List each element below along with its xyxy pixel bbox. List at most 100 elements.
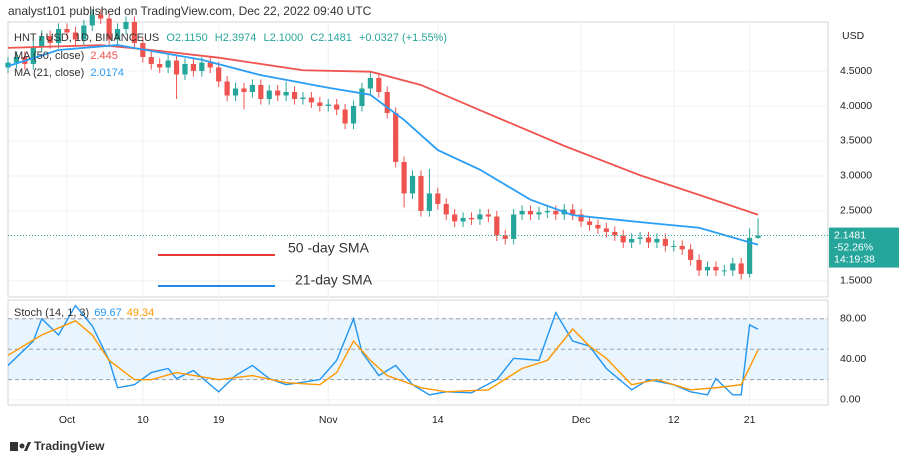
candle-body bbox=[511, 214, 517, 239]
candle-body bbox=[342, 109, 348, 124]
candle-body bbox=[426, 193, 432, 211]
candle-body bbox=[190, 63, 197, 71]
axis-unit: USD bbox=[842, 30, 865, 42]
candle-body bbox=[98, 15, 104, 19]
countdown: 14:19:38 bbox=[834, 253, 875, 265]
candle-body bbox=[123, 22, 129, 29]
candle-body bbox=[376, 77, 382, 92]
candle-body bbox=[241, 88, 247, 92]
x-tick-label: 19 bbox=[213, 414, 225, 426]
ma50-value: 2.445 bbox=[90, 50, 118, 62]
candle-body bbox=[232, 88, 239, 96]
ohlc-open: O2.1150 bbox=[166, 32, 207, 44]
candle-body bbox=[114, 28, 121, 40]
candle-body bbox=[157, 63, 163, 68]
candle-body bbox=[612, 231, 618, 236]
candle-body bbox=[393, 112, 399, 162]
stoch-legend: Stoch (14, 1, 3) 69.67 49.34 bbox=[14, 307, 154, 319]
stoch-pane bbox=[7, 299, 829, 406]
symbol: HNT / USD, 1D, BINANCEUS bbox=[14, 32, 159, 44]
candle-body bbox=[300, 97, 306, 99]
candle-body bbox=[578, 214, 584, 222]
candle-body bbox=[755, 235, 761, 238]
candle-body bbox=[485, 214, 491, 217]
candle-body bbox=[148, 56, 154, 64]
ma21-name: MA (21, close) bbox=[14, 67, 84, 79]
stoch-k-value: 69.67 bbox=[94, 307, 122, 319]
candle-body bbox=[266, 90, 272, 99]
x-tick-label: Nov bbox=[319, 414, 338, 426]
header: analyst101 published on TradingView.com,… bbox=[8, 4, 372, 18]
candle-body bbox=[39, 35, 45, 47]
candle-body bbox=[713, 266, 719, 271]
candle-body bbox=[747, 237, 753, 274]
candle-body bbox=[553, 210, 559, 215]
candle-body bbox=[654, 238, 660, 243]
candle-body bbox=[662, 238, 668, 246]
candle-body bbox=[81, 25, 87, 40]
candle-body bbox=[275, 90, 281, 96]
candle-body bbox=[72, 32, 79, 40]
candle-body bbox=[536, 212, 542, 215]
ma21-value: 2.0174 bbox=[90, 67, 124, 79]
candle-body bbox=[603, 228, 609, 232]
candle-body bbox=[317, 102, 323, 106]
candle-body bbox=[494, 216, 500, 236]
legend-ohlc: HNT / USD, 1D, BINANCEUS O2.1150 H2.3974… bbox=[14, 32, 447, 44]
candle-body bbox=[350, 105, 357, 124]
last-price: 2.1481 bbox=[834, 229, 866, 241]
y-tick-label: 40.00 bbox=[840, 353, 866, 365]
y-tick-label: 0.00 bbox=[840, 394, 861, 406]
candle-body bbox=[595, 224, 601, 229]
candle-body bbox=[216, 67, 222, 82]
y-tick-label: 4.5000 bbox=[840, 65, 872, 77]
candle-body bbox=[131, 22, 138, 43]
candle-body bbox=[570, 209, 576, 215]
candle-body bbox=[688, 249, 694, 260]
stoch-line bbox=[7, 304, 759, 396]
candle-body bbox=[704, 266, 711, 271]
stoch-title: Stoch (14, 1, 3) bbox=[14, 307, 89, 319]
candle-body bbox=[721, 270, 727, 272]
annotation: 21-day SMA bbox=[295, 272, 373, 288]
footer: TradingView bbox=[34, 439, 105, 453]
y-tick-label: 1.5000 bbox=[840, 275, 872, 287]
candle-body bbox=[519, 210, 525, 215]
candle-body bbox=[173, 60, 180, 75]
logo bbox=[10, 442, 31, 451]
candle-body bbox=[738, 263, 744, 274]
change-label: -52.26% bbox=[834, 241, 873, 253]
candle-body bbox=[443, 203, 449, 215]
candle-body bbox=[5, 62, 11, 68]
candle-body bbox=[359, 88, 365, 106]
y-tick-label: 3.0000 bbox=[840, 170, 872, 182]
ohlc-change: +0.0327 (+1.55%) bbox=[359, 32, 447, 44]
price-pane bbox=[7, 21, 829, 298]
candle-body bbox=[401, 161, 407, 194]
candle-body bbox=[460, 217, 466, 222]
ma50-name: MA (50, close) bbox=[14, 50, 84, 62]
candle-body bbox=[620, 235, 626, 243]
candle-body bbox=[435, 193, 441, 204]
candle-body bbox=[671, 245, 677, 247]
candle-body bbox=[637, 237, 643, 239]
moving-average bbox=[7, 44, 759, 246]
y-tick-label: 3.5000 bbox=[840, 135, 872, 147]
x-tick-label: 21 bbox=[744, 414, 756, 426]
stoch-d-value: 49.34 bbox=[127, 307, 155, 319]
ohlc-close: C2.1481 bbox=[310, 32, 352, 44]
candle-body bbox=[629, 238, 635, 243]
candle-body bbox=[452, 214, 458, 222]
x-tick-label: 10 bbox=[137, 414, 149, 426]
y-tick-label: 80.00 bbox=[840, 313, 866, 325]
candle-body bbox=[64, 28, 70, 33]
candle-body bbox=[418, 175, 424, 211]
candle-body bbox=[199, 62, 205, 71]
candle-body bbox=[527, 210, 534, 215]
candle-body bbox=[409, 175, 416, 194]
candle-body bbox=[30, 46, 36, 64]
candle-body bbox=[55, 28, 62, 43]
candle-body bbox=[384, 91, 390, 113]
